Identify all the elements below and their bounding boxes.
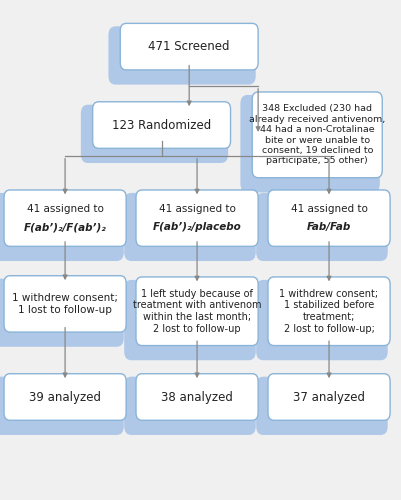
FancyBboxPatch shape — [4, 374, 126, 420]
FancyBboxPatch shape — [124, 376, 255, 435]
FancyBboxPatch shape — [251, 92, 381, 178]
Text: Fab/Fab: Fab/Fab — [306, 222, 350, 232]
FancyBboxPatch shape — [240, 95, 379, 192]
FancyBboxPatch shape — [81, 104, 228, 163]
Text: F(ab’)₂/placebo: F(ab’)₂/placebo — [152, 222, 241, 232]
Text: 39 analyzed: 39 analyzed — [29, 390, 101, 404]
Text: 123 Randomized: 123 Randomized — [112, 118, 211, 132]
FancyBboxPatch shape — [267, 190, 389, 246]
FancyBboxPatch shape — [255, 193, 387, 261]
FancyBboxPatch shape — [267, 277, 389, 345]
FancyBboxPatch shape — [267, 374, 389, 420]
FancyBboxPatch shape — [255, 280, 387, 360]
Text: 41 assigned to: 41 assigned to — [158, 204, 235, 214]
FancyBboxPatch shape — [136, 374, 257, 420]
Text: 41 assigned to: 41 assigned to — [290, 204, 367, 214]
Text: 471 Screened: 471 Screened — [148, 40, 229, 53]
FancyBboxPatch shape — [136, 190, 257, 246]
Text: 1 withdrew consent;
1 lost to follow-up: 1 withdrew consent; 1 lost to follow-up — [12, 293, 118, 314]
FancyBboxPatch shape — [136, 277, 257, 345]
FancyBboxPatch shape — [124, 193, 255, 261]
Text: 37 analyzed: 37 analyzed — [292, 390, 364, 404]
Text: 1 left study because of
treatment with antivenom
within the last month;
2 lost t: 1 left study because of treatment with a… — [132, 289, 261, 334]
Text: 38 analyzed: 38 analyzed — [161, 390, 233, 404]
FancyBboxPatch shape — [0, 278, 124, 347]
Text: 1 withdrew consent;
1 stabilized before
treatment;
2 lost to follow-up;: 1 withdrew consent; 1 stabilized before … — [279, 289, 378, 334]
FancyBboxPatch shape — [4, 276, 126, 332]
Text: 41 assigned to: 41 assigned to — [26, 204, 103, 214]
Text: 348 Excluded (230 had
already received antivenom,
44 had a non-Crotalinae
bite o: 348 Excluded (230 had already received a… — [249, 104, 385, 166]
FancyBboxPatch shape — [120, 24, 257, 70]
FancyBboxPatch shape — [93, 102, 230, 148]
FancyBboxPatch shape — [255, 376, 387, 435]
FancyBboxPatch shape — [124, 280, 255, 360]
FancyBboxPatch shape — [0, 193, 124, 261]
FancyBboxPatch shape — [0, 376, 124, 435]
Text: F(ab’)₂/F(ab’)₂: F(ab’)₂/F(ab’)₂ — [24, 222, 106, 232]
FancyBboxPatch shape — [108, 26, 255, 84]
FancyBboxPatch shape — [4, 190, 126, 246]
